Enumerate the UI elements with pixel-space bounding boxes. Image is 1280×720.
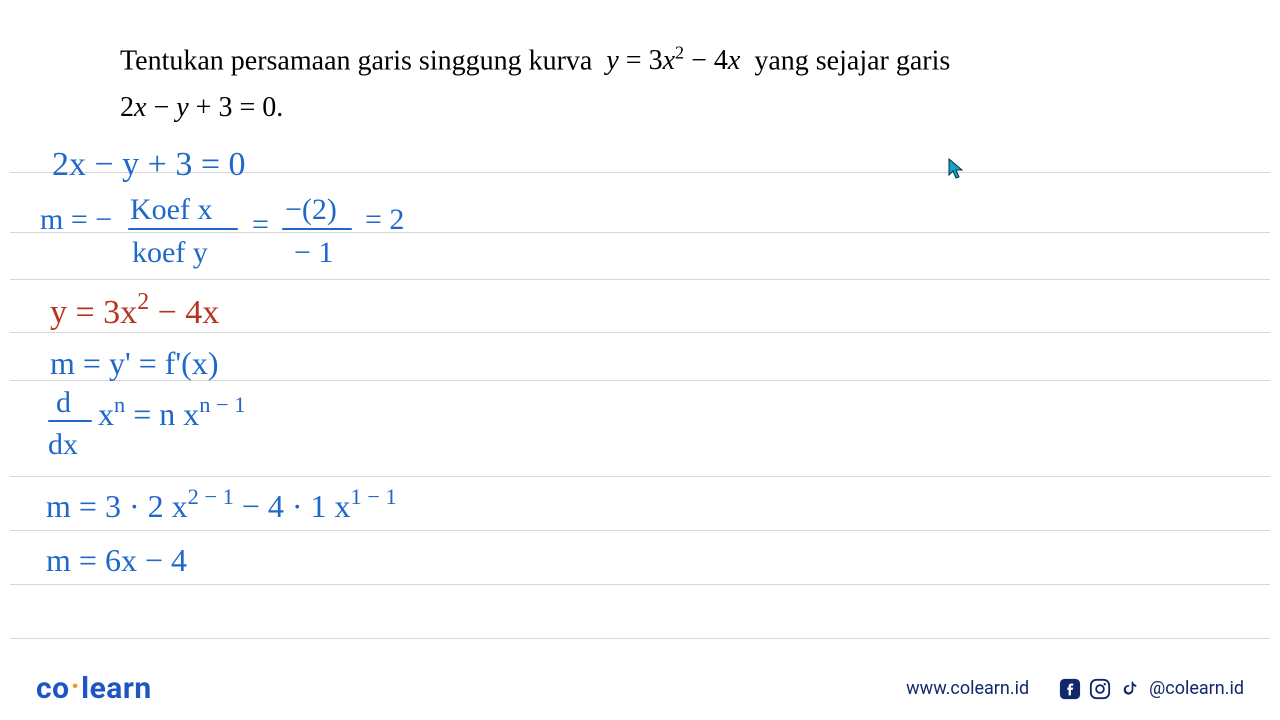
question-line-1: Tentukan persamaan garis singgung kurva … (120, 38, 1220, 85)
q1-post: yang sejajar garis (754, 45, 950, 76)
social-icons: @colearn.id (1059, 678, 1244, 700)
hand-l3a: y = 3x (50, 294, 137, 331)
tiktok-icon (1119, 678, 1141, 700)
hand-num1: Koef x (130, 195, 212, 225)
rule-line (10, 476, 1270, 477)
q1-math: y = 3x2 − 4x (599, 45, 747, 76)
hand-den2: − 1 (294, 238, 333, 268)
hand-l3sup: 2 (137, 289, 149, 315)
hand-l6b: − 4 · 1 x (234, 488, 351, 524)
brand-logo: co·learn (36, 671, 152, 706)
hand-line4: m = y' = f'(x) (50, 347, 218, 379)
hand-eq2: = 2 (365, 205, 404, 235)
frac-line-2 (282, 228, 352, 230)
instagram-icon (1089, 678, 1111, 700)
hand-eq1: = (252, 210, 269, 240)
hand-l3b: − 4x (149, 294, 219, 331)
cursor-icon (948, 158, 966, 180)
hand-line3: y = 3x2 − 4x (50, 296, 219, 330)
hand-line6: m = 3 · 2 x2 − 1 − 4 · 1 x1 − 1 (46, 490, 397, 522)
rule-line (10, 638, 1270, 639)
logo-co: co (36, 671, 70, 706)
hand-l6a: m = 3 · 2 x (46, 488, 188, 524)
hand-l5supn1: n − 1 (199, 392, 245, 417)
rule-line (10, 530, 1270, 531)
hand-line5-body: xn = n xn − 1 (98, 398, 245, 430)
footer-right: www.colearn.id @colearn.id (906, 678, 1244, 700)
hand-line7: m = 6x − 4 (46, 544, 187, 576)
hand-l5a: x (98, 396, 114, 432)
q2-math: 2x − y + 3 = 0. (120, 92, 283, 123)
handwriting-line-1: 2x − y + 3 = 0 (52, 148, 246, 182)
hand-den1: koef y (132, 238, 208, 268)
rule-line (10, 332, 1270, 333)
hand-m-eq-neg: m = − (40, 205, 112, 235)
facebook-icon (1059, 678, 1081, 700)
hand-d-den: dx (48, 430, 78, 460)
frac-line-1 (128, 228, 238, 230)
hand-l6sup2: 1 − 1 (351, 484, 397, 509)
rule-line (10, 584, 1270, 585)
q1-pre: Tentukan persamaan garis singgung kurva (120, 45, 599, 76)
logo-learn: learn (81, 671, 152, 706)
rule-line (10, 279, 1270, 280)
social-handle: @colearn.id (1149, 678, 1244, 699)
hand-d-num: d (56, 388, 71, 418)
hand-l5b: = n x (125, 396, 199, 432)
question-line-2: 2x − y + 3 = 0. (120, 85, 1220, 131)
rule-line (10, 232, 1270, 233)
hand-l5supn: n (114, 392, 125, 417)
footer: co·learn www.colearn.id @colearn.id (0, 671, 1280, 706)
logo-dot: · (71, 669, 81, 704)
page-root: Tentukan persamaan garis singgung kurva … (0, 0, 1280, 720)
footer-url: www.colearn.id (906, 678, 1029, 699)
question-block: Tentukan persamaan garis singgung kurva … (0, 38, 1280, 131)
frac-line-ddx (48, 420, 92, 422)
hand-num2: −(2) (285, 195, 337, 225)
hand-l6sup1: 2 − 1 (188, 484, 234, 509)
